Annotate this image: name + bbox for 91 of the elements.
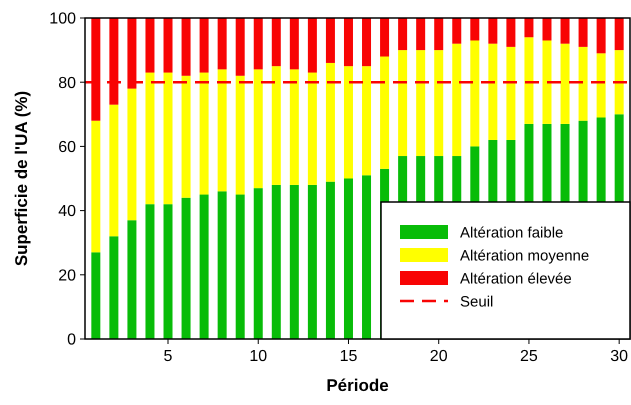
bar: [91, 120, 100, 252]
bar: [218, 18, 227, 70]
bar: [145, 18, 154, 73]
bar: [182, 76, 191, 198]
bar: [614, 18, 624, 50]
bar: [236, 18, 245, 76]
bar: [416, 18, 426, 50]
bar: [326, 62, 335, 182]
bar: [362, 66, 372, 176]
bar: [145, 72, 154, 204]
bar: [272, 66, 281, 185]
bar: [236, 194, 245, 339]
bar: [416, 50, 426, 156]
legend-label: Altération faible: [460, 224, 564, 242]
bar: [109, 236, 118, 339]
legend-label: Altération élevée: [460, 270, 572, 288]
x-tick-label: 15: [340, 348, 358, 365]
bar: [434, 18, 444, 50]
bar: [578, 18, 588, 47]
bar: [290, 69, 299, 185]
bar: [506, 46, 516, 140]
bar: [398, 18, 408, 50]
bar: [109, 104, 118, 236]
bar: [290, 18, 299, 70]
x-axis-title: Période: [326, 376, 389, 395]
y-tick-label: 80: [58, 74, 76, 92]
bar: [380, 18, 390, 57]
bar: [524, 37, 534, 124]
bar: [254, 69, 263, 188]
bar: [164, 204, 173, 339]
bar: [290, 184, 299, 339]
bar: [344, 66, 353, 178]
bar: [398, 50, 408, 156]
bar: [308, 18, 317, 73]
bar: [127, 88, 136, 220]
bar: [326, 182, 335, 339]
bar: [380, 56, 390, 169]
bar: [164, 18, 173, 73]
bar: [506, 18, 516, 47]
bar: [542, 40, 552, 124]
bar: [362, 175, 372, 339]
bar: [218, 191, 227, 339]
y-tick-label: 100: [49, 10, 76, 28]
bar: [344, 178, 353, 339]
bar: [452, 18, 462, 44]
bar: [596, 53, 606, 118]
bar: [254, 18, 263, 70]
bar: [434, 50, 444, 156]
bar: [182, 18, 191, 76]
bar: [578, 46, 588, 121]
x-tick-label: 20: [430, 348, 448, 365]
bar: [145, 204, 154, 339]
bar: [452, 44, 462, 156]
y-tick-label: 60: [58, 139, 76, 156]
y-axis-title: Superficie de l'UA (%): [12, 90, 31, 266]
bar: [272, 18, 281, 66]
legend-label: Altération moyenne: [460, 247, 590, 264]
bar: [560, 18, 570, 44]
legend-label: Seuil: [460, 293, 494, 310]
bar: [308, 184, 317, 339]
bar: [362, 18, 372, 66]
bar: [470, 40, 480, 146]
bar: [524, 18, 534, 38]
bar: [470, 18, 480, 40]
bar: [596, 18, 606, 54]
bar: [164, 72, 173, 204]
y-tick-label: 20: [58, 267, 76, 284]
bar: [182, 198, 191, 339]
bar: [614, 50, 624, 114]
bar: [326, 18, 335, 63]
bar: [308, 72, 317, 185]
bar: [488, 18, 498, 44]
bar: [218, 69, 227, 192]
x-tick-label: 5: [164, 348, 173, 365]
bar: [488, 44, 498, 140]
bar: [560, 44, 570, 124]
x-tick-label: 10: [249, 348, 268, 365]
y-tick-label: 40: [58, 203, 76, 220]
bar: [254, 188, 263, 339]
bar: [127, 220, 136, 339]
x-tick-label: 25: [520, 348, 538, 365]
bar: [200, 194, 209, 339]
bar: [200, 18, 209, 73]
bar: [91, 252, 100, 339]
bar: [272, 184, 281, 339]
x-tick-label: 30: [610, 348, 628, 365]
bar: [200, 72, 209, 195]
bar: [542, 18, 552, 40]
bar: [236, 76, 245, 195]
bar: [344, 18, 353, 66]
y-tick-label: 0: [67, 332, 76, 349]
